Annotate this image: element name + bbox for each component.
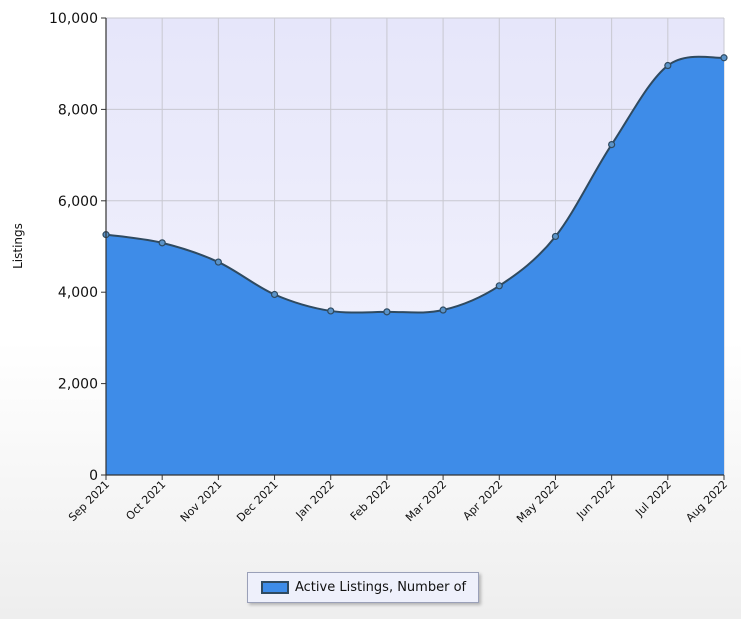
area-chart: 0 2,000 4,000 6,000 8,000 10,000 Sep 2021 Oct … — [11, 11, 730, 526]
data-point — [495, 282, 503, 290]
legend: Active Listings, Number of — [247, 572, 479, 603]
x-tick-label: Aug 2022 — [683, 478, 730, 525]
x-tick-label: Jun 2022 — [573, 478, 617, 522]
y-tick-label: 6,000 — [58, 194, 98, 210]
x-tick-label: Jul 2022 — [632, 478, 674, 520]
series-area-fill — [106, 56, 724, 476]
x-tick-label: Jan 2022 — [293, 478, 337, 522]
x-tick-label: May 2022 — [514, 478, 562, 526]
y-tick-label: 2,000 — [58, 377, 98, 393]
y-tick-label: 0 — [89, 468, 98, 484]
x-tick-label: Dec 2021 — [234, 478, 281, 525]
data-point — [720, 54, 728, 62]
x-tick-labels: Sep 2021 Oct 2021 Nov 2021 Dec 2021 Jan 2022… — [66, 478, 730, 526]
data-point — [270, 290, 279, 299]
legend-label: Active Listings, Number of — [295, 580, 467, 595]
y-tick-labels: 0 2,000 4,000 6,000 8,000 10,000 — [49, 11, 98, 484]
data-point — [439, 306, 447, 314]
x-tick-label: Sep 2021 — [66, 478, 112, 524]
data-point — [158, 239, 166, 247]
x-tick-label: Apr 2022 — [460, 478, 505, 523]
y-tick-label: 4,000 — [58, 285, 98, 301]
y-tick-label: 10,000 — [49, 11, 98, 27]
legend-swatch — [261, 581, 289, 594]
y-tick-label: 8,000 — [58, 102, 98, 118]
y-axis-title: Listings — [11, 223, 25, 269]
x-tick-label: Nov 2021 — [178, 478, 225, 525]
x-tick-label: Feb 2022 — [348, 478, 393, 523]
axes — [101, 17, 725, 480]
data-point — [327, 307, 335, 315]
data-point — [608, 140, 616, 149]
x-tick-label: Mar 2022 — [403, 478, 449, 524]
data-point — [551, 232, 560, 241]
x-tick-label: Oct 2021 — [123, 478, 168, 523]
data-point — [383, 308, 391, 316]
data-point — [664, 61, 672, 70]
data-point — [214, 258, 222, 266]
